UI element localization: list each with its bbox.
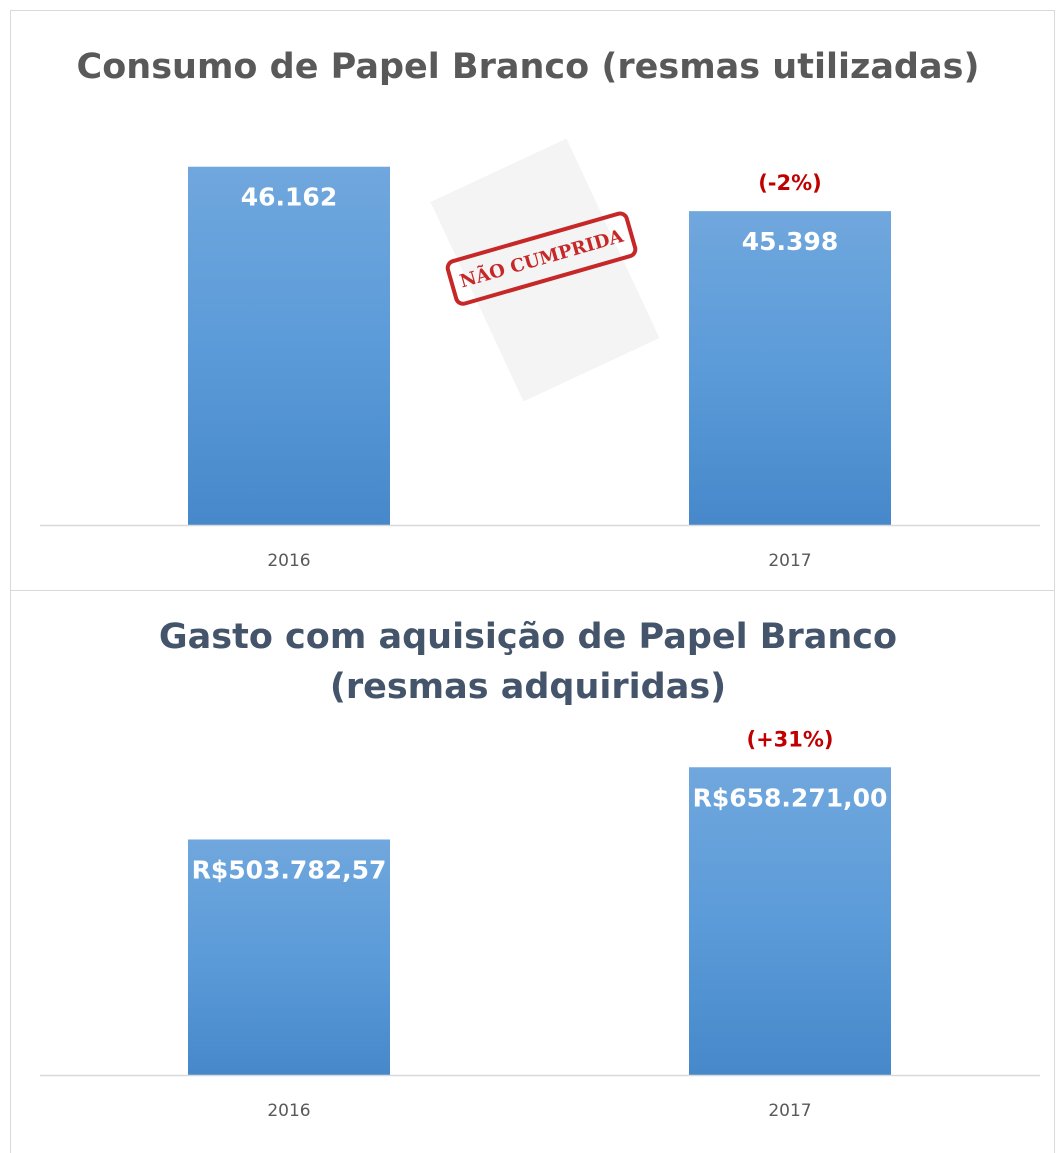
stamp-frame bbox=[445, 211, 638, 306]
bar bbox=[188, 166, 390, 526]
value-label: R$658.271,00 bbox=[693, 783, 888, 812]
value-label: R$503.782,57 bbox=[192, 855, 387, 884]
x-tick-label: 2016 bbox=[267, 1101, 310, 1121]
x-tick-label: 2017 bbox=[768, 551, 811, 571]
chart-title: Consumo de Papel Branco (resmas utilizad… bbox=[76, 47, 980, 87]
title-box: Consumo de Papel Branco (resmas utilizad… bbox=[76, 47, 980, 87]
bar bbox=[689, 211, 891, 526]
stamp-paper bbox=[430, 138, 660, 402]
bar bbox=[188, 839, 390, 1075]
panel-border bbox=[10, 590, 1055, 1153]
chart-title: Gasto com aquisição de Papel Branco (res… bbox=[158, 617, 898, 707]
x-tick-label: 2016 bbox=[267, 551, 310, 571]
title-box: Gasto com aquisição de Papel Branco (res… bbox=[158, 617, 898, 707]
value-label: 45.398 bbox=[742, 227, 838, 256]
x-tick-label: 2017 bbox=[768, 1101, 811, 1121]
bar bbox=[689, 767, 891, 1075]
annotation: (+31%) bbox=[746, 727, 833, 751]
value-label: 46.162 bbox=[241, 183, 337, 212]
annotation: (-2%) bbox=[758, 171, 822, 195]
